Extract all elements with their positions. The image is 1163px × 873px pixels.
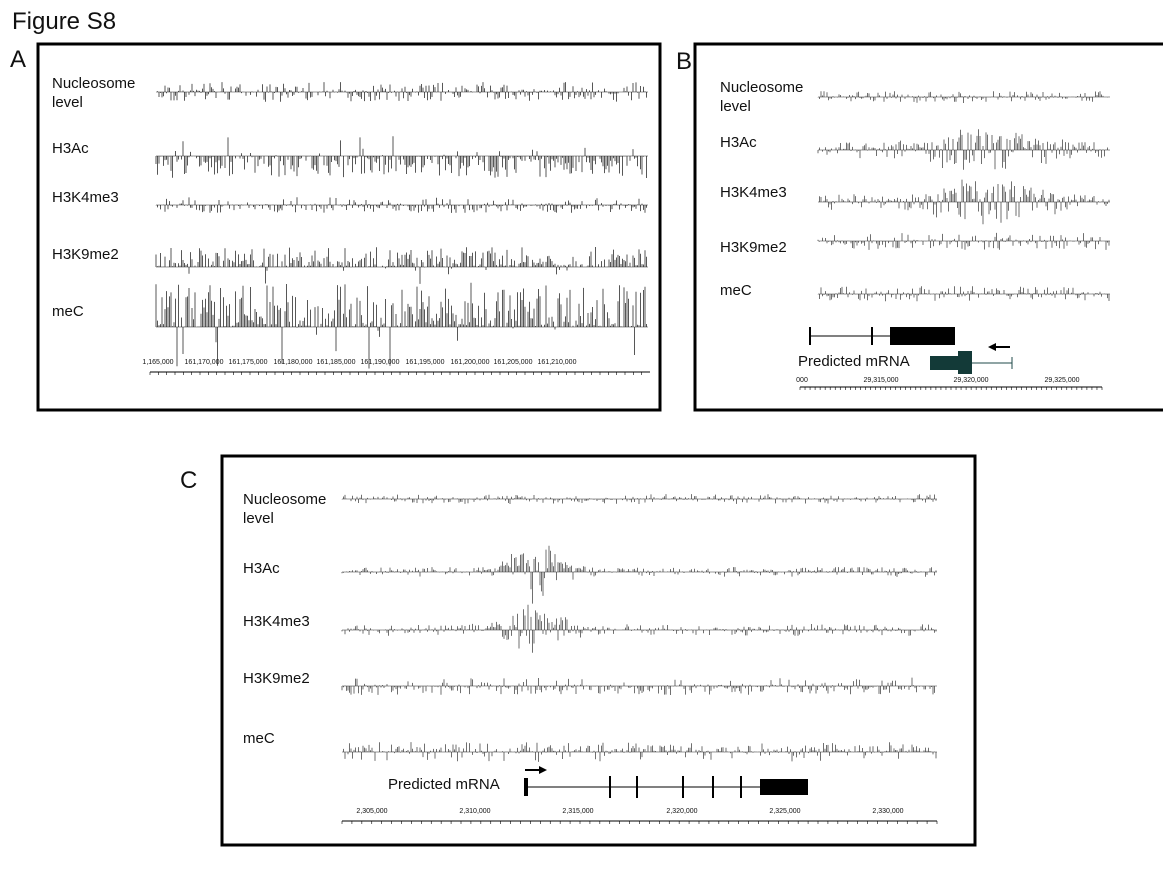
track-label: Nucleosome level [52,75,136,111]
axis-label: 161,210,000 [537,359,577,366]
track-label: H3Ac [243,560,280,577]
track-label: H3K4me3 [52,189,119,206]
gene-model [809,327,1013,374]
axis-label: 1,165,000 [142,359,174,366]
axis-label: 2,330,000 [872,808,904,815]
axis-label: 161,180,000 [273,359,313,366]
axis-label: 161,195,000 [405,359,445,366]
panel-frame [693,42,1163,412]
axis-label: 2,305,000 [356,808,388,815]
panel-label: C [180,467,198,494]
track-signal [155,282,647,369]
axis-label: 161,185,000 [316,359,356,366]
track-label: meC [720,282,752,299]
axis-label: 2,315,000 [562,808,594,815]
figure-title: Figure S8 [12,8,117,35]
track-label: Nucleosome level [720,79,804,115]
axis-label: 000 [796,377,808,384]
track-signal [817,91,1110,103]
track-label: meC [243,730,275,747]
gene-label: Predicted mRNA [798,353,910,370]
track-signal [155,136,647,178]
track-signal [817,286,1110,302]
track-signal [817,129,1110,170]
track-label: H3K9me2 [720,239,787,256]
track-label: meC [52,303,84,320]
axis-label: 161,175,000 [228,359,268,366]
gene-model [524,766,808,798]
track-signal [341,545,937,604]
axis-label: 161,170,000 [184,359,224,366]
axis-label: 29,315,000 [863,377,899,384]
axis-label: 29,320,000 [953,377,989,384]
axis-label: 2,325,000 [769,808,801,815]
panel-frame [220,454,977,847]
track-signal [341,604,937,653]
axis-label: 161,205,000 [493,359,533,366]
track-label: H3K9me2 [243,670,310,687]
gene-label: Predicted mRNA [388,776,500,793]
axis-label: 2,320,000 [666,808,698,815]
axis-label: 161,200,000 [450,359,490,366]
axis-label: 29,325,000 [1044,377,1080,384]
track-signal [157,82,647,102]
panel-frame [36,42,662,412]
track-label: H3K4me3 [243,613,310,630]
track-signal [343,742,937,762]
track-signal [819,179,1110,225]
track-label: H3K9me2 [52,246,119,263]
track-signal [155,247,647,284]
axis-label: 161,190,000 [360,359,400,366]
track-label: H3K4me3 [720,184,787,201]
axis-label: 2,310,000 [459,808,491,815]
track-label: H3Ac [720,134,757,151]
panel-label: B [676,48,693,75]
track-label: H3Ac [52,140,89,157]
track-label: Nucleosome level [243,491,327,527]
panel-label: A [10,46,27,73]
